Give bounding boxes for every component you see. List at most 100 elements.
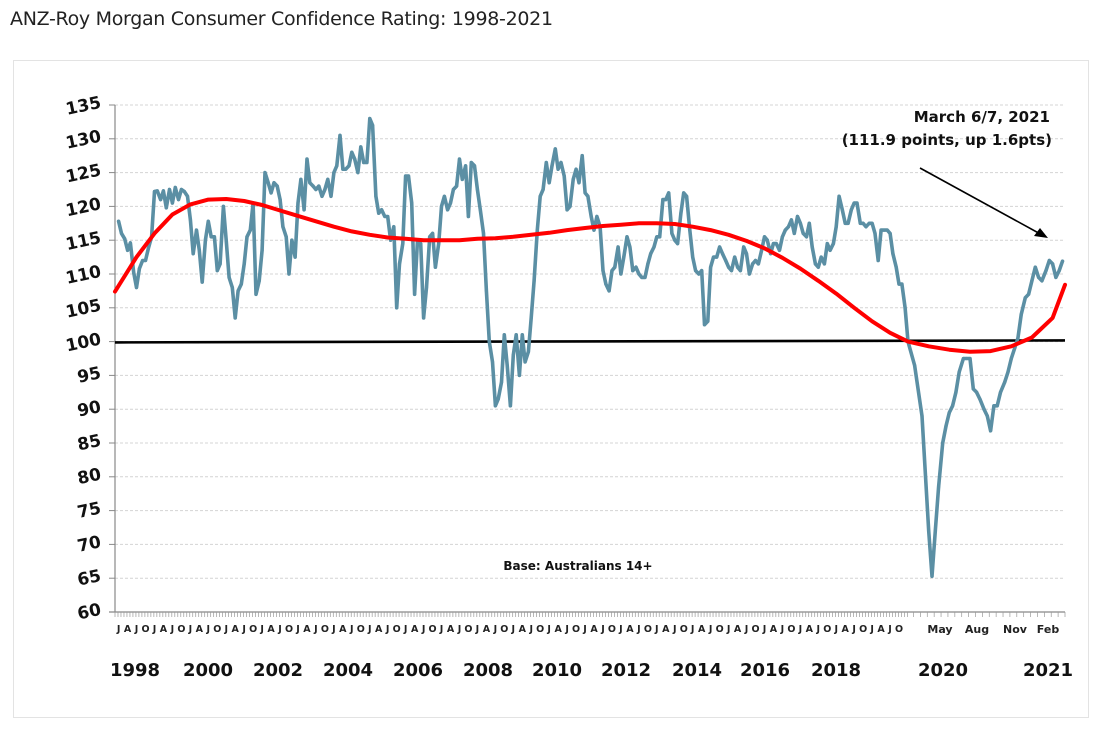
data-point (688, 228, 692, 232)
x-month-label: J (528, 624, 533, 635)
x-month-label: A (734, 624, 742, 635)
data-point (341, 167, 345, 171)
x-month-label: J (331, 624, 336, 635)
data-point (765, 238, 769, 242)
data-point (876, 258, 880, 263)
data-point (161, 189, 165, 193)
data-point (852, 201, 856, 205)
data-point (236, 289, 240, 293)
x-month-label: Feb (1037, 623, 1060, 636)
x-month-label: O (321, 624, 329, 635)
data-point (900, 282, 904, 286)
data-point (968, 356, 972, 361)
x-year-label: 1998 (110, 660, 160, 681)
data-point (335, 164, 339, 168)
data-point (332, 171, 336, 175)
data-point (885, 228, 889, 232)
data-point (119, 231, 124, 235)
data-point (646, 262, 650, 266)
data-point (954, 390, 958, 394)
x-month-label: A (698, 624, 706, 635)
x-month-label: J (618, 624, 623, 635)
data-point (1040, 279, 1044, 283)
data-point (589, 214, 593, 219)
data-point (756, 262, 761, 266)
data-point (254, 292, 258, 296)
data-point (218, 262, 222, 266)
data-point (825, 242, 829, 246)
data-point (1057, 269, 1061, 273)
y-tick-label: 95 (76, 363, 103, 387)
data-point (709, 265, 713, 269)
data-point (753, 258, 758, 263)
x-month-label: J (869, 624, 874, 635)
x-month-label: J (546, 624, 551, 635)
data-point (1054, 275, 1058, 279)
y-tick-label: 130 (64, 127, 103, 154)
x-month-label: J (887, 624, 892, 635)
data-point (404, 174, 408, 178)
data-point (320, 194, 324, 198)
data-point (975, 390, 979, 394)
data-point (137, 267, 141, 271)
data-point (266, 181, 270, 185)
data-point (1030, 279, 1034, 283)
x-month-label: J (511, 624, 516, 635)
x-month-label: O (141, 624, 149, 635)
data-point (861, 221, 865, 225)
data-point (197, 248, 201, 252)
data-point (299, 177, 303, 181)
x-year-label: 2016 (740, 660, 790, 681)
x-month-label: O (500, 624, 508, 635)
data-point (424, 285, 429, 290)
data-point (406, 174, 411, 178)
data-point (673, 238, 677, 242)
data-point (206, 219, 210, 223)
series-layer (113, 116, 1067, 578)
data-point (233, 316, 237, 320)
x-month-label: O (895, 624, 903, 635)
data-point (586, 194, 590, 198)
data-point (532, 279, 536, 283)
x-month-label: J (206, 624, 211, 635)
data-point (371, 123, 375, 127)
x-month-label: J (798, 624, 803, 635)
x-month-label: O (716, 624, 724, 635)
x-month-label: A (483, 624, 491, 635)
x-year-label: 2021 (1023, 660, 1073, 681)
x-month-label: J (780, 624, 785, 635)
data-point (386, 214, 390, 219)
data-point (937, 485, 941, 489)
data-point (284, 235, 288, 239)
x-month-label: J (582, 624, 587, 635)
x-month-label: J (313, 624, 318, 635)
data-point (855, 201, 859, 205)
data-point (502, 333, 506, 337)
x-month-label: J (367, 624, 372, 635)
data-point (777, 248, 782, 252)
data-point (565, 208, 569, 212)
chart-frame (13, 60, 1089, 718)
data-point (580, 154, 584, 158)
data-point (718, 245, 722, 249)
data-point (971, 387, 975, 391)
data-point (287, 272, 291, 276)
data-point (326, 177, 330, 181)
data-point (275, 184, 279, 188)
data-point (679, 211, 683, 215)
x-year-label: 2002 (253, 660, 303, 681)
data-point (792, 231, 796, 235)
data-point (439, 204, 444, 208)
data-point (475, 187, 479, 192)
data-point (290, 238, 294, 242)
data-point (685, 194, 689, 198)
x-month-label: A (626, 624, 634, 635)
x-month-label: A (590, 624, 598, 635)
x-month-label: J (152, 624, 157, 635)
data-point (610, 269, 614, 273)
data-point (742, 245, 746, 249)
data-point (511, 353, 515, 357)
x-month-label: J (439, 624, 444, 635)
data-point (995, 404, 999, 408)
data-point (469, 160, 473, 165)
